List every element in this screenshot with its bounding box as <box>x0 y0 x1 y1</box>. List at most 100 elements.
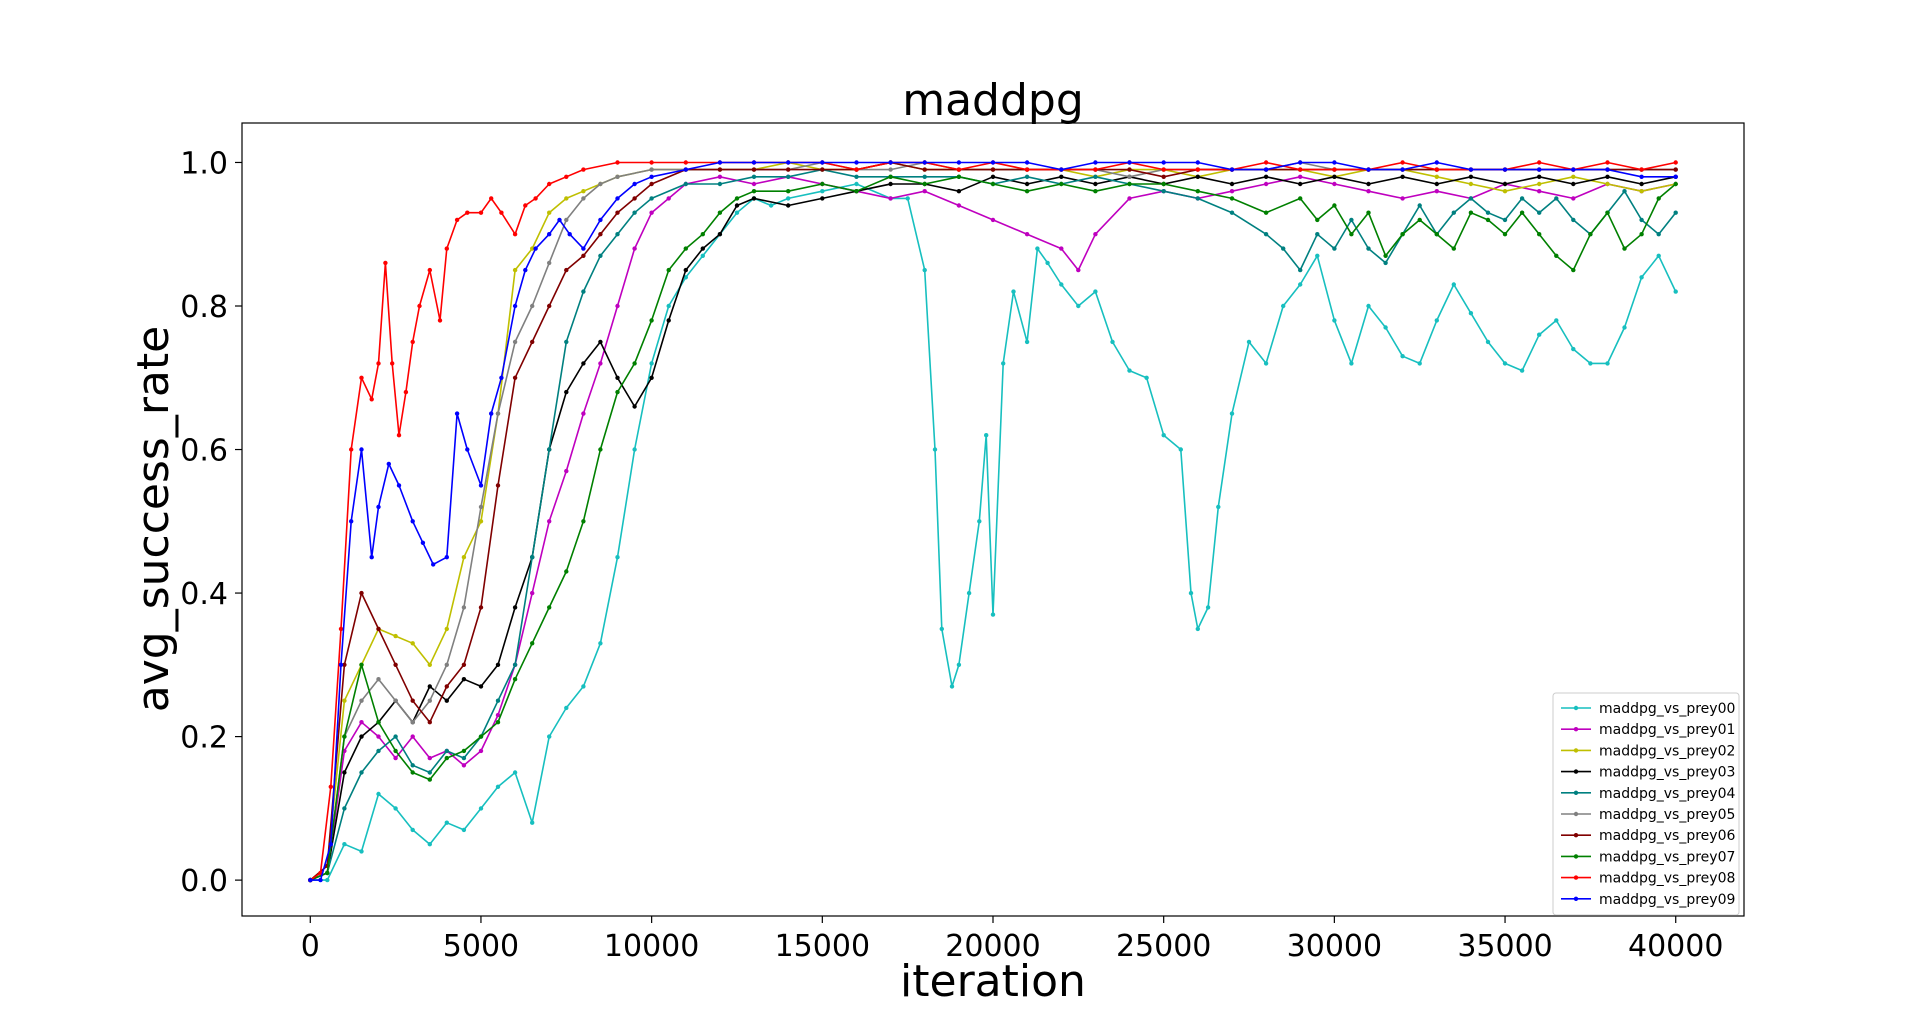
x-tick-label: 10000 <box>604 929 699 964</box>
data-point <box>1554 318 1559 323</box>
legend-item: maddpg_vs_prey03 <box>1561 765 1735 781</box>
data-point <box>956 167 962 172</box>
data-point <box>342 806 347 811</box>
data-point <box>1127 174 1132 179</box>
data-point <box>427 698 432 703</box>
data-point <box>410 339 415 345</box>
data-point <box>427 755 432 761</box>
data-point <box>1332 203 1337 208</box>
data-point <box>1485 210 1491 215</box>
data-point <box>1349 232 1354 237</box>
legend-item: maddpg_vs_prey05 <box>1561 807 1735 823</box>
data-point <box>1366 210 1371 215</box>
legend-label: maddpg_vs_prey01 <box>1599 722 1735 738</box>
data-point <box>1024 189 1030 194</box>
data-point <box>1195 189 1201 194</box>
legend-label: maddpg_vs_prey06 <box>1599 828 1735 844</box>
legend-label: maddpg_vs_prey03 <box>1599 765 1735 781</box>
data-point <box>1502 181 1508 187</box>
data-point <box>1502 361 1508 366</box>
series-maddpg_vs_prey09 <box>308 160 1678 883</box>
data-point <box>478 519 484 524</box>
x-tick-label: 40000 <box>1628 929 1723 964</box>
data-point <box>854 167 859 172</box>
series-line <box>310 183 1677 881</box>
data-point <box>393 806 398 811</box>
data-point <box>431 562 436 567</box>
data-point <box>956 174 962 179</box>
data-point <box>427 684 432 689</box>
data-point <box>990 181 996 187</box>
data-point <box>495 784 501 789</box>
data-point <box>820 181 825 187</box>
data-point <box>338 626 344 632</box>
data-point <box>820 160 825 165</box>
data-point <box>683 181 688 187</box>
y-tick-label: 0.6 <box>180 434 228 469</box>
data-point <box>1161 174 1166 179</box>
data-point <box>1059 174 1064 179</box>
data-point <box>461 662 467 667</box>
series-line <box>309 176 1676 881</box>
legend-marker <box>1573 896 1579 901</box>
data-point <box>1451 210 1457 215</box>
data-point <box>1639 189 1644 194</box>
data-point <box>1571 174 1576 179</box>
data-point <box>1434 181 1440 187</box>
data-point <box>1468 174 1474 179</box>
data-point <box>1639 174 1644 179</box>
legend-label: maddpg_vs_prey09 <box>1599 892 1735 908</box>
data-point <box>444 820 449 825</box>
data-point <box>888 196 893 201</box>
data-point <box>461 748 467 754</box>
legend-marker <box>1573 748 1579 753</box>
data-point <box>564 339 569 345</box>
data-point <box>700 232 705 237</box>
data-point <box>990 217 996 223</box>
data-point <box>666 318 671 323</box>
data-point <box>454 217 460 223</box>
data-point <box>444 684 449 689</box>
data-point <box>495 662 501 667</box>
data-point <box>427 770 432 775</box>
legend-item: maddpg_vs_prey01 <box>1561 722 1735 738</box>
data-point <box>922 167 927 172</box>
chart-title: maddpg <box>902 75 1084 126</box>
data-point <box>854 174 859 179</box>
data-point <box>1605 181 1610 187</box>
data-point <box>393 633 398 639</box>
data-point <box>349 519 354 524</box>
data-point <box>393 734 398 739</box>
data-point <box>1011 289 1016 294</box>
data-point <box>888 167 893 172</box>
data-point <box>1144 375 1149 380</box>
data-point <box>1366 181 1371 187</box>
data-point <box>700 246 705 251</box>
data-point <box>396 483 402 488</box>
data-point <box>1434 189 1440 194</box>
x-tick-label: 25000 <box>1116 929 1211 964</box>
data-point <box>751 167 757 172</box>
data-point <box>581 253 586 258</box>
legend-marker <box>1573 790 1579 795</box>
data-point <box>444 626 449 632</box>
data-point <box>359 734 364 739</box>
data-point <box>1400 196 1405 201</box>
data-point <box>1400 354 1405 359</box>
data-point <box>1502 217 1508 223</box>
data-point <box>1434 318 1440 323</box>
data-point <box>1298 167 1303 172</box>
legend-marker <box>1573 769 1579 774</box>
data-point <box>1622 246 1627 251</box>
data-point <box>1024 232 1030 237</box>
data-point <box>990 612 996 617</box>
x-tick-label: 20000 <box>945 929 1040 964</box>
data-point <box>1571 181 1576 187</box>
data-point <box>564 468 569 474</box>
data-point <box>376 626 381 632</box>
data-point <box>1195 174 1201 179</box>
data-point <box>632 196 637 201</box>
data-point <box>1605 210 1610 215</box>
data-point <box>376 361 381 366</box>
data-point <box>512 605 518 610</box>
